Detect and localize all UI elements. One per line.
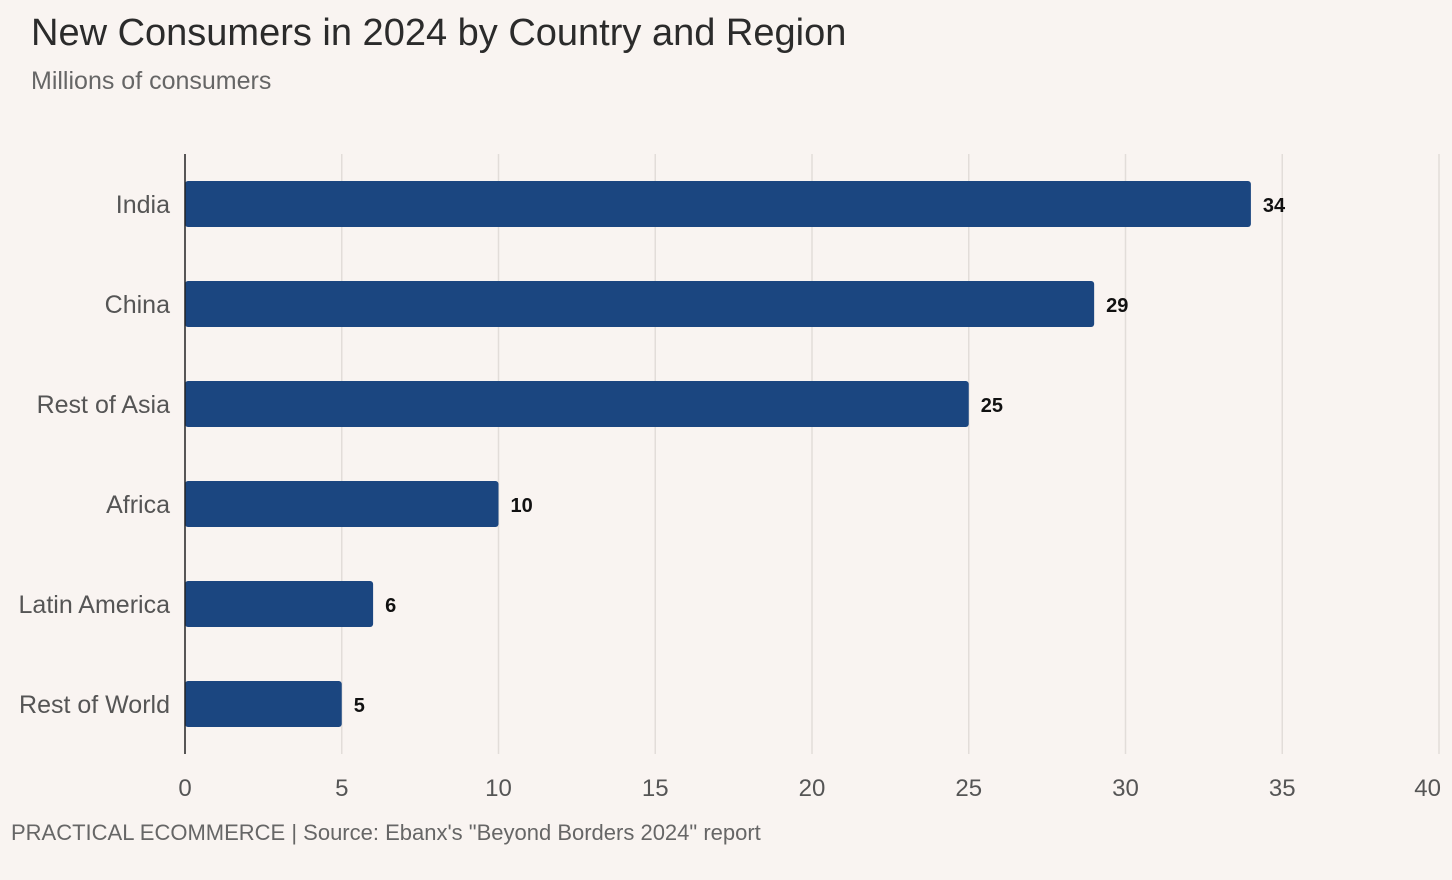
category-label: China [105,291,170,319]
category-label: Africa [106,491,170,519]
chart-subtitle: Millions of consumers [31,67,272,95]
bar-china [185,281,1095,327]
x-tick-label: 30 [1112,775,1139,802]
x-tick-label: 40 [1414,775,1441,802]
bar-rest-of-world [185,681,342,727]
value-label: 34 [1263,195,1286,217]
x-tick-label: 15 [642,775,669,802]
x-tick-label: 35 [1269,775,1296,802]
x-tick-label: 20 [799,775,826,802]
label-layer: 0 5 10 15 20 25 30 35 40 India 34 China 29 Rest of As… [19,191,1441,802]
category-label: Rest of Asia [37,391,170,419]
grid-layer [341,154,1440,754]
bar-layer [185,181,1251,727]
bar-latin-america [185,581,374,627]
value-label: 10 [511,495,533,517]
category-label: Rest of World [19,691,170,719]
category-label: India [116,191,170,219]
category-label: Latin America [19,591,171,619]
bar-africa [185,481,499,527]
bar-india [185,181,1251,227]
x-tick-label: 5 [335,775,348,802]
value-label: 5 [354,695,365,717]
x-tick-label: 0 [178,775,191,802]
x-tick-label: 25 [955,775,982,802]
value-label: 6 [385,595,396,617]
value-label: 25 [981,395,1003,417]
bar-rest-of-asia [185,381,969,427]
source-footer: PRACTICAL ECOMMERCE | Source: Ebanx's "B… [11,820,761,845]
value-label: 29 [1106,295,1128,317]
x-tick-label: 10 [485,775,512,802]
chart-title: New Consumers in 2024 by Country and Reg… [31,12,847,54]
